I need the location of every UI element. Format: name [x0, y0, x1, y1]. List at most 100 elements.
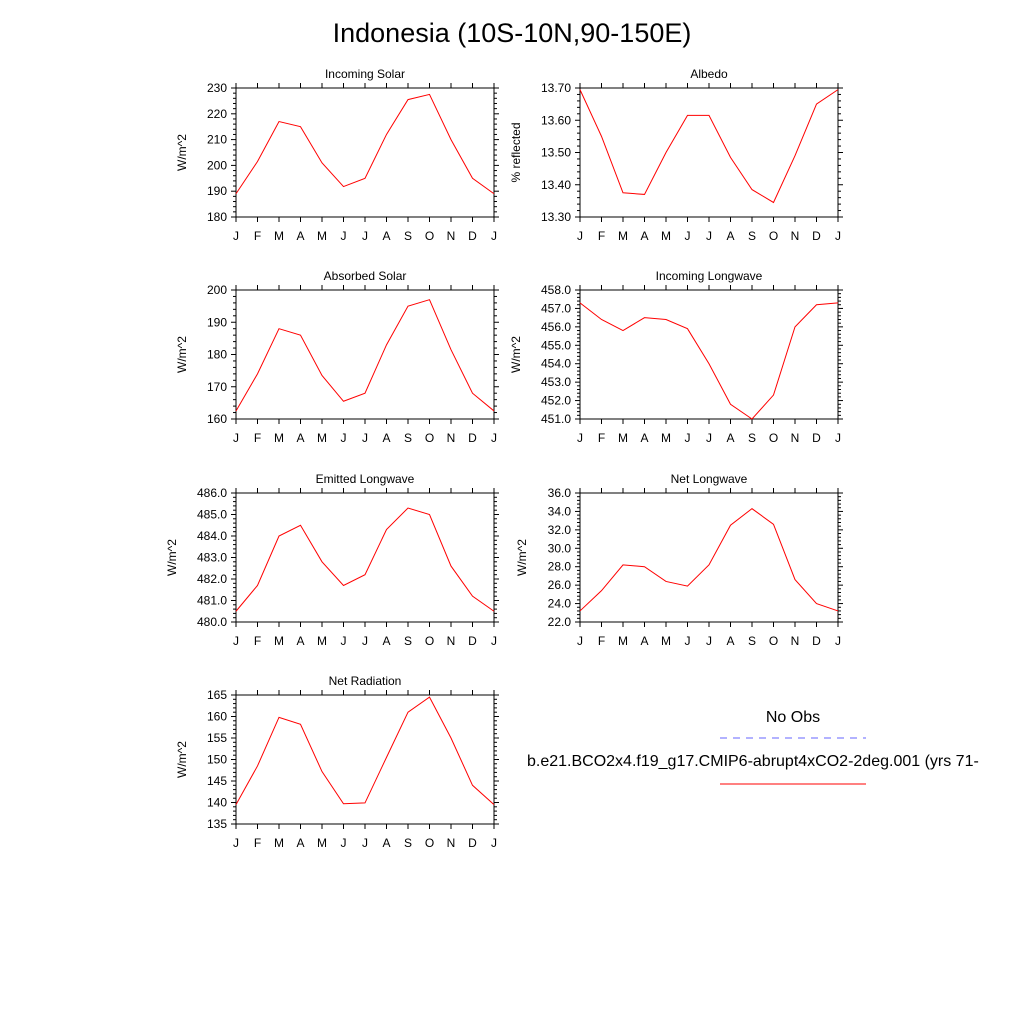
panel-6-xtick-label: J: [835, 634, 841, 648]
panel-2-model-line: [579, 89, 839, 204]
panel-1-xtick-label: M: [274, 229, 284, 243]
panel-6-data-point: [837, 610, 839, 612]
panel-2-xtick-label: M: [618, 229, 628, 243]
panel-6-data-point: [794, 578, 796, 580]
panel-1-xtick-label: J: [341, 229, 347, 243]
panel-6-title: Net Longwave: [671, 472, 748, 486]
panel-7-xtick-label: F: [254, 836, 261, 850]
panel-6-data-point: [686, 585, 688, 587]
panel-2-xtick-label: O: [769, 229, 778, 243]
panel-7-xtick-label: A: [296, 836, 304, 850]
panel-6-ytick-label: 28.0: [548, 560, 572, 574]
panel-2-ytick-label: 13.50: [541, 146, 571, 160]
panel-3-frame: [235, 289, 495, 420]
panel-3-title: Absorbed Solar: [324, 269, 407, 283]
panel-4-data-point: [600, 318, 602, 320]
panel-7-data-point: [385, 756, 387, 758]
panel-6-data-point: [665, 580, 667, 582]
panel-5-ytick-label: 486.0: [197, 486, 227, 500]
panel-4-xtick-label: M: [618, 431, 628, 445]
panel-4-ytick-label: 453.0: [541, 375, 571, 389]
panel-6-data-point: [579, 610, 581, 612]
panel-6-data-point: [729, 524, 731, 526]
panel-1-xtick-label: O: [425, 229, 434, 243]
panel-1-ytick-label: 200: [207, 158, 227, 172]
panel-5-title: Emitted Longwave: [316, 472, 415, 486]
panel-6-data-point: [815, 602, 817, 604]
panel-5-data-point: [493, 610, 495, 612]
panel-3-xtick-label: D: [468, 431, 477, 445]
panel-2-data-point: [665, 151, 667, 153]
panel-7-ytick-label: 135: [207, 817, 227, 831]
panel-2-data-point: [708, 114, 710, 116]
panel-4-data-point: [815, 304, 817, 306]
panel-5-ytick-label: 485.0: [197, 508, 227, 522]
panel-3-data-point: [450, 348, 452, 350]
panel-2-xtick-label: J: [706, 229, 712, 243]
panel-7-data-point: [450, 737, 452, 739]
panel-5-data-point: [299, 524, 301, 526]
panel-3-data-point: [428, 298, 430, 300]
panel-7-data-point: [235, 803, 237, 805]
panel-6-xtick-label: D: [812, 634, 821, 648]
panel-4-ytick-label: 451.0: [541, 412, 571, 426]
panel-4-model-line: [579, 302, 839, 420]
panel-4-xtick-label: J: [577, 431, 583, 445]
panel-6-data-point: [643, 566, 645, 568]
panel-5-data-point: [321, 561, 323, 563]
panel-5-xtick-label: A: [382, 634, 390, 648]
panel-6-xtick-label: O: [769, 634, 778, 648]
panel-2-data-point: [815, 103, 817, 105]
panel-4-data-point: [772, 394, 774, 396]
panel-2-ylabel: % reflected: [509, 122, 523, 182]
panel-3-data-point: [256, 373, 258, 375]
panel-2-ytick-label: 13.30: [541, 210, 571, 224]
panel-4-ytick-label: 457.0: [541, 301, 571, 315]
panel-5-xtick-label: J: [233, 634, 239, 648]
panel-3-xtick-label: O: [425, 431, 434, 445]
panel-5-xtick-label: F: [254, 634, 261, 648]
panel-5-data-point: [342, 584, 344, 586]
panel-6-data-point: [600, 589, 602, 591]
panel-5-ytick-label: 481.0: [197, 594, 227, 608]
panel-1-ytick-label: 210: [207, 133, 227, 147]
panel-3-data-point: [235, 410, 237, 412]
panel-7-ytick-label: 140: [207, 796, 227, 810]
panel-1-xtick-label: M: [317, 229, 327, 243]
panel-7-data-point: [256, 765, 258, 767]
panel-7-xtick-label: M: [274, 836, 284, 850]
panel-2-data-point: [794, 155, 796, 157]
panel-3-xtick-label: J: [341, 431, 347, 445]
panel-3-data-point: [407, 305, 409, 307]
panel-5-data-point: [278, 535, 280, 537]
panel-1-data-point: [278, 120, 280, 122]
panel-7-ytick-label: 155: [207, 731, 227, 745]
panel-1-ytick-label: 180: [207, 210, 227, 224]
panel-7-data-point: [428, 696, 430, 698]
panel-1-data-point: [299, 126, 301, 128]
panel-6-xtick-label: M: [661, 634, 671, 648]
panel-7-xtick-label: S: [404, 836, 412, 850]
panel-7-data-point: [278, 716, 280, 718]
panel-5-data-point: [364, 574, 366, 576]
panel-5-xtick-label: J: [491, 634, 497, 648]
panel-2-data-point: [600, 135, 602, 137]
panel-5-model-line: [235, 507, 495, 612]
panel-1-data-point: [450, 138, 452, 140]
panel-1-xtick-label: J: [233, 229, 239, 243]
panel-6-xtick-label: A: [640, 634, 648, 648]
panel-5-xtick-label: J: [362, 634, 368, 648]
panel-2-ytick-label: 13.60: [541, 113, 571, 127]
panel-1-title: Incoming Solar: [325, 67, 405, 81]
panel-7-xtick-label: M: [317, 836, 327, 850]
panel-5-ytick-label: 480.0: [197, 615, 227, 629]
panel-4-data-point: [579, 302, 581, 304]
panel-2-data-point: [622, 192, 624, 194]
panel-3-data-point: [471, 392, 473, 394]
panel-1-data-point: [256, 160, 258, 162]
panel-2-ytick-label: 13.40: [541, 178, 571, 192]
panel-2-xtick-label: J: [685, 229, 691, 243]
panel-7-ytick-label: 145: [207, 774, 227, 788]
panel-4-data-point: [622, 329, 624, 331]
